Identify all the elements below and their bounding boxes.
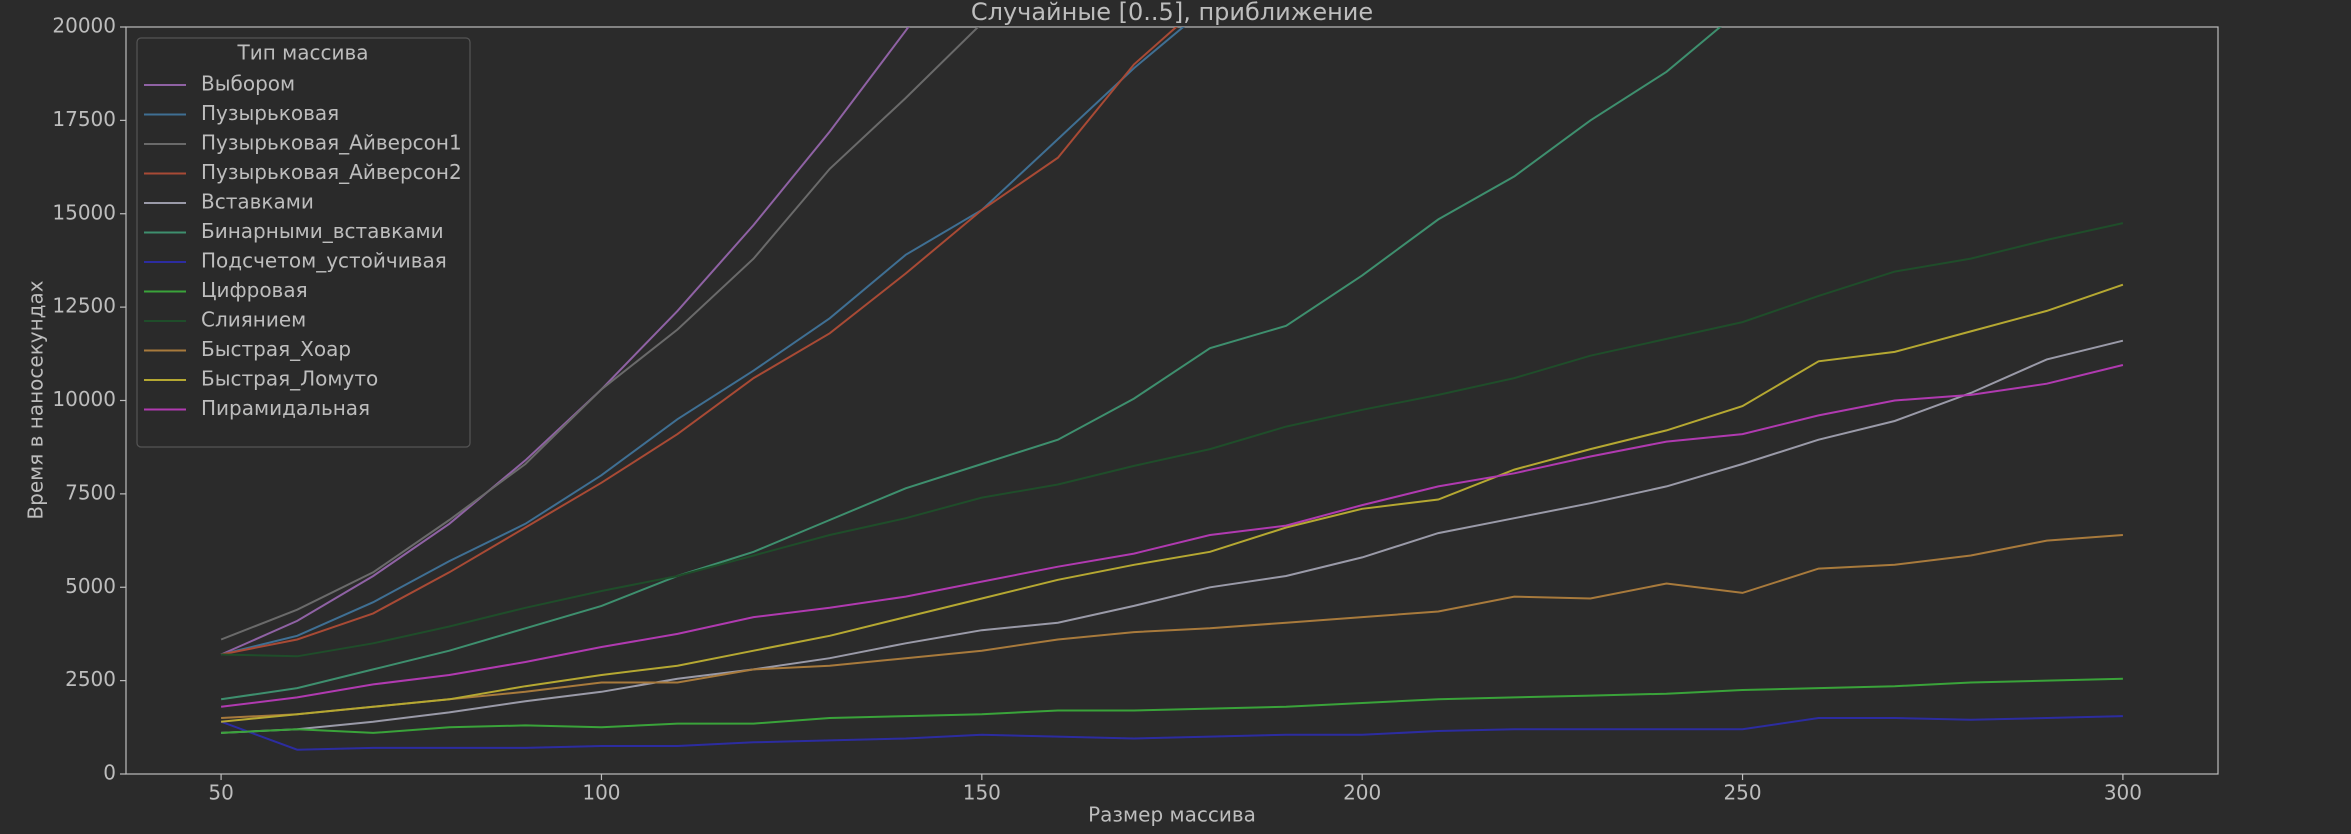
legend-label: Пузырьковая_Айверсон1 (201, 131, 462, 155)
legend-label: Быстрая_Хоар (201, 337, 351, 361)
y-axis-label: Время в наносекундах (24, 280, 48, 519)
series-line (221, 534, 2123, 719)
series-line (220, 27, 1178, 656)
legend-label: Пирамидальная (201, 396, 370, 420)
series-line (220, 27, 1722, 701)
x-tick-label: 100 (582, 781, 620, 805)
y-tick-label: 15000 (52, 200, 116, 224)
series-line (220, 27, 980, 641)
legend-box (136, 37, 471, 448)
series-line (220, 715, 2123, 751)
series-line (221, 677, 2123, 734)
legend-label: Подсчетом_устойчивая (201, 249, 447, 273)
series-line (221, 222, 2124, 658)
y-tick-label: 20000 (52, 14, 116, 38)
x-tick-label: 150 (963, 781, 1001, 805)
series-line (221, 283, 2124, 723)
legend-label: Цифровая (201, 278, 308, 302)
y-tick-label: 12500 (52, 294, 116, 318)
legend-label: Быстрая_Ломуто (201, 367, 378, 391)
y-tick-label: 5000 (65, 574, 116, 598)
y-tick-label: 7500 (65, 480, 116, 504)
plot-lines (220, 27, 2124, 751)
legend-label: Пузырьковая (201, 101, 339, 125)
x-tick-label: 50 (208, 781, 233, 805)
x-tick-label: 200 (1343, 781, 1381, 805)
y-tick-label: 2500 (65, 667, 116, 691)
x-tick-label: 250 (1723, 781, 1761, 805)
chart-title: Случайные [0..5], приближение (971, 0, 1373, 26)
legend: Тип массива Выбором Пузырьковая Пузырьковая… (136, 37, 471, 448)
series-line (220, 364, 2124, 708)
legend-label: Пузырьковая_Айверсон2 (201, 160, 462, 184)
legend-label: Бинарными_вставками (201, 219, 444, 243)
series-line (220, 27, 1185, 656)
legend-label: Выбором (201, 72, 295, 96)
legend-title: Тип массива (236, 41, 368, 65)
y-tick-label: 10000 (52, 387, 116, 411)
x-axis-label: Размер массива (1088, 803, 1256, 827)
y-tick-label: 17500 (52, 107, 116, 131)
legend-label: Слиянием (201, 308, 306, 332)
series-line (221, 339, 2124, 734)
y-tick-label: 0 (103, 761, 116, 785)
x-tick-label: 300 (2104, 781, 2142, 805)
legend-label: Вставками (201, 190, 314, 214)
